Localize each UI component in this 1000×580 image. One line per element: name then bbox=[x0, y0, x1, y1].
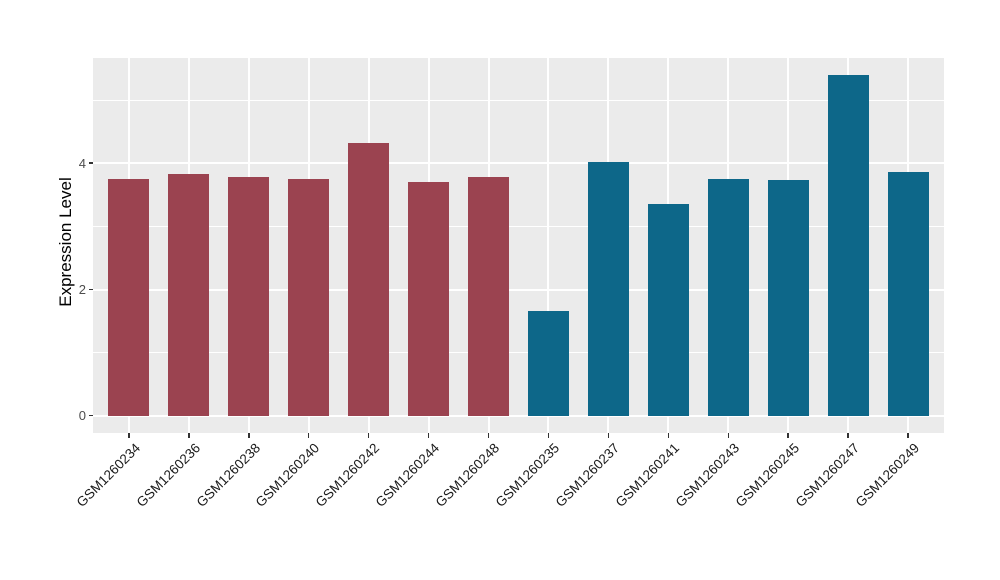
h-gridline-minor bbox=[93, 226, 944, 228]
bar-GSM1260243 bbox=[707, 178, 749, 416]
bar-GSM1260241 bbox=[647, 204, 689, 416]
plot-panel bbox=[93, 58, 944, 433]
v-gridline-major bbox=[547, 58, 550, 433]
x-tick-mark bbox=[307, 433, 310, 438]
x-tick-mark bbox=[248, 433, 250, 438]
x-tick-mark bbox=[847, 433, 849, 438]
x-tick-mark bbox=[427, 433, 430, 438]
bar-GSM1260236 bbox=[168, 174, 210, 416]
x-tick-mark bbox=[667, 433, 670, 438]
bar-GSM1260234 bbox=[108, 178, 150, 416]
bar-GSM1260248 bbox=[468, 177, 510, 416]
bar-GSM1260238 bbox=[228, 177, 270, 416]
bar-GSM1260240 bbox=[288, 178, 330, 416]
x-tick-label: GSM1260236 bbox=[133, 440, 203, 510]
y-tick-mark bbox=[89, 414, 93, 417]
h-gridline-major bbox=[93, 414, 944, 417]
x-tick-mark bbox=[188, 433, 190, 438]
h-gridline-minor bbox=[93, 99, 944, 101]
x-tick-mark bbox=[128, 433, 130, 438]
y-tick-mark bbox=[89, 288, 93, 291]
x-tick-label: GSM1260241 bbox=[612, 440, 683, 510]
bar-GSM1260244 bbox=[408, 181, 450, 416]
h-gridline-minor bbox=[93, 352, 944, 354]
x-tick-label: GSM1260237 bbox=[552, 440, 623, 510]
x-tick-mark bbox=[607, 433, 610, 438]
y-tick-label: 2 bbox=[78, 282, 86, 298]
x-tick-label: GSM1260243 bbox=[672, 440, 743, 510]
x-tick-mark bbox=[727, 433, 729, 438]
h-gridline-major bbox=[93, 288, 944, 291]
x-tick-label: GSM1260245 bbox=[732, 440, 803, 510]
h-gridline-major bbox=[93, 162, 944, 165]
x-tick-label: GSM1260247 bbox=[792, 440, 863, 510]
y-tick-mark bbox=[89, 162, 93, 164]
x-tick-mark bbox=[907, 433, 909, 438]
y-tick-label: 0 bbox=[78, 408, 86, 424]
x-tick-mark bbox=[547, 433, 550, 438]
bar-GSM1260242 bbox=[348, 142, 390, 416]
x-tick-label: GSM1260234 bbox=[73, 440, 143, 510]
bar-GSM1260247 bbox=[827, 75, 869, 416]
x-tick-mark bbox=[367, 433, 370, 438]
x-tick-mark bbox=[487, 433, 490, 438]
bar-GSM1260235 bbox=[527, 310, 569, 416]
x-tick-label: GSM1260249 bbox=[852, 440, 922, 510]
y-tick-label: 4 bbox=[78, 155, 86, 171]
bar-GSM1260249 bbox=[887, 172, 929, 416]
bar-GSM1260245 bbox=[767, 180, 809, 416]
x-tick-mark bbox=[787, 433, 789, 438]
bar-GSM1260237 bbox=[587, 161, 629, 416]
